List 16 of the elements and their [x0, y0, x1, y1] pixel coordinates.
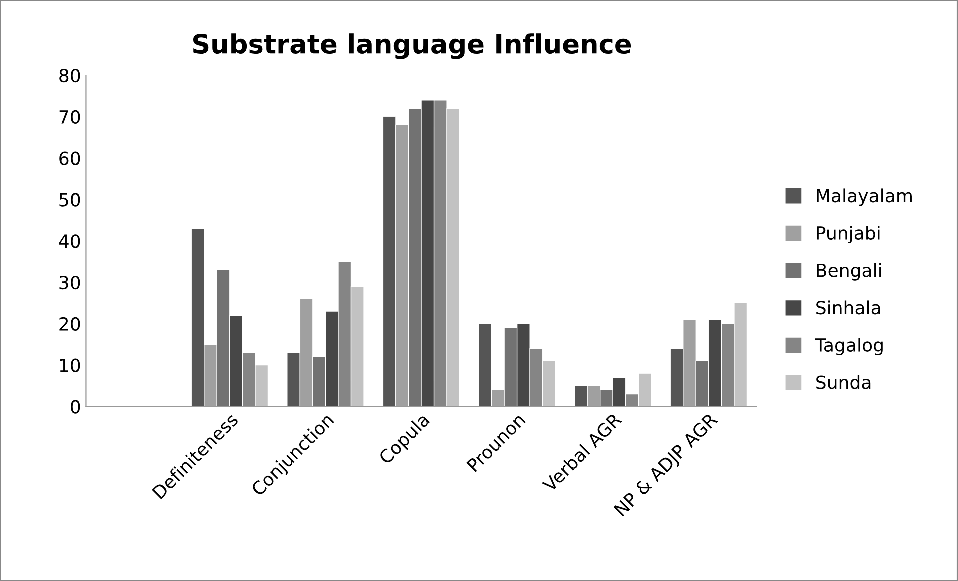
y-tick-label: 60 — [60, 152, 80, 166]
y-tick-label: 20 — [60, 317, 80, 332]
y-tick-label: 0 — [71, 400, 80, 414]
y-tick-label: 50 — [60, 193, 80, 207]
y-tick-label: 40 — [59, 234, 80, 248]
y-tick-label: 10 — [60, 358, 80, 372]
legend-label: Sunda — [816, 375, 871, 390]
y-tick-label: 80 — [60, 68, 80, 83]
y-tick-label: 30 — [60, 276, 80, 290]
legend-label: Punjabi — [817, 226, 880, 244]
legend-label: Bengali — [817, 263, 882, 281]
legend-label: Tagalog — [815, 338, 883, 356]
chart-title: Substrate language Influence — [193, 34, 632, 60]
legend-label: Sinhala — [816, 300, 880, 315]
legend-label: Malayalam — [817, 188, 912, 206]
y-tick-label: 70 — [60, 110, 80, 124]
